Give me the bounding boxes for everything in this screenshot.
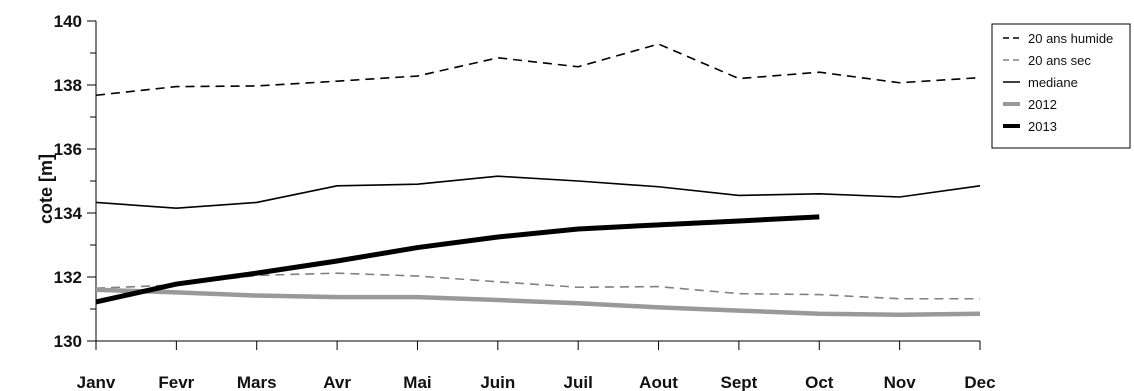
x-tick-label: Mai: [403, 373, 431, 391]
series-line-2013: [95, 214, 820, 305]
axes: 130 132 134 136 138 140 Janv Fevr Mars Avr Mai Juin…: [54, 12, 996, 391]
series-line-20-ans-sec: [95, 272, 980, 300]
y-tick-label: 136: [54, 140, 82, 159]
legend-label: 20 ans sec: [1028, 53, 1091, 68]
x-tick-label: Nov: [884, 373, 917, 391]
x-tick-label: Janv: [77, 373, 116, 391]
legend-label: 20 ans humide: [1028, 31, 1113, 46]
legend-label: 2013: [1028, 119, 1057, 134]
x-tick-label: Oct: [805, 373, 834, 391]
y-tick-label: 140: [54, 12, 82, 31]
x-tick-label: Avr: [323, 373, 351, 391]
x-tick-label: Aout: [639, 373, 678, 391]
series-line-20-ans-humide: [95, 43, 981, 97]
x-tick-label: Juin: [480, 373, 515, 391]
y-tick-label: 134: [54, 204, 83, 223]
x-tick-label: Sept: [720, 373, 757, 391]
y-axis-title: cote [m]: [36, 154, 56, 224]
series-lines: [95, 43, 981, 318]
y-tick-label: 132: [54, 268, 82, 287]
legend: 20 ans humide 20 ans sec mediane 2012 2013: [991, 23, 1131, 149]
x-tick-label: Mars: [237, 373, 277, 391]
y-tick-label: 130: [54, 332, 82, 351]
series-line-2012: [95, 287, 981, 318]
x-tick-label: Juil: [564, 373, 593, 391]
legend-label: mediane: [1028, 75, 1078, 90]
legend-label: 2012: [1028, 97, 1057, 112]
x-tick-label: Dec: [964, 373, 995, 391]
y-tick-label: 138: [54, 76, 82, 95]
series-line-mediane: [95, 175, 981, 209]
x-tick-label: Fevr: [158, 373, 194, 391]
